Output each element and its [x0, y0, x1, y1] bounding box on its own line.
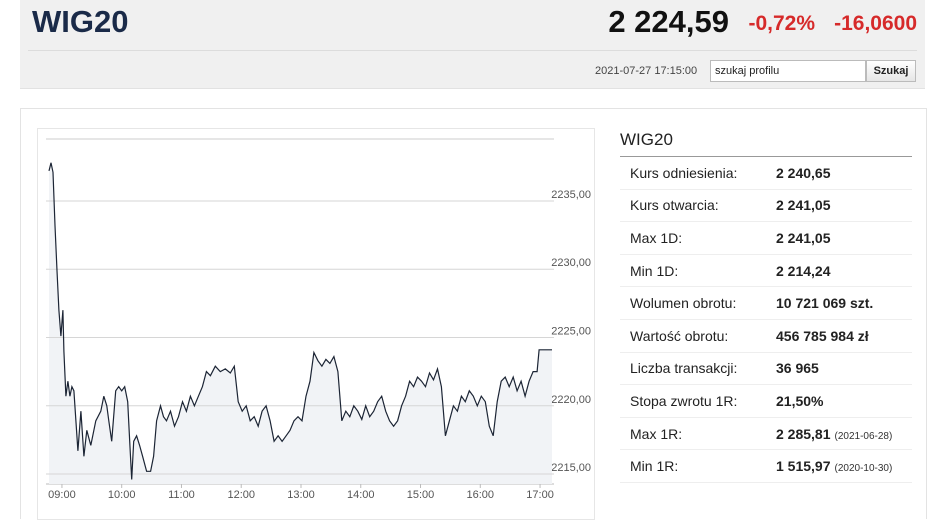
header-bar: WIG20 2 224,59 -0,72% -16,0600 2021-07-2… — [20, 0, 925, 89]
stats-table: WIG20 Kurs odniesienia: 2 240,65 Kurs otwa… — [620, 128, 912, 483]
stats-title: WIG20 — [620, 128, 912, 157]
separator — [28, 50, 917, 51]
stats-row: Kurs odniesienia: 2 240,65 — [620, 157, 912, 190]
stats-row: Max 1D: 2 241,05 — [620, 222, 912, 255]
stats-row: Min 1D: 2 214,24 — [620, 255, 912, 288]
stats-row: Wartość obrotu: 456 785 984 zł — [620, 320, 912, 353]
y-tick-label: 2215,00 — [551, 462, 591, 474]
x-tick-label: 11:00 — [168, 489, 195, 501]
index-title: WIG20 — [32, 4, 129, 39]
stats-row: Wolumen obrotu: 10 721 069 szt. — [620, 287, 912, 320]
stats-row: Kurs otwarcia: 2 241,05 — [620, 190, 912, 223]
stats-value: 2 241,05 — [776, 229, 831, 246]
stats-label: Max 1R: — [630, 425, 683, 442]
stats-label: Wartość obrotu: — [630, 327, 729, 344]
y-tick-label: 2230,00 — [551, 257, 591, 269]
stats-label: Min 1R: — [630, 458, 679, 475]
price: 2 224,59 — [608, 4, 729, 39]
price-line — [48, 162, 552, 480]
stats-value: 456 785 984 zł — [776, 327, 869, 344]
stats-value: 36 965 — [776, 360, 819, 377]
x-tick-label: 13:00 — [287, 489, 315, 501]
x-tick-label: 15:00 — [407, 489, 435, 501]
stats-label: Kurs odniesienia: — [630, 164, 738, 181]
stats-label: Max 1D: — [630, 229, 683, 246]
stats-label: Wolumen obrotu: — [630, 295, 737, 312]
y-tick-label: 2220,00 — [551, 394, 591, 406]
chart-box: 2215,00 2220,00 2225,00 2230,00 2235,00 09:00… — [37, 128, 595, 520]
change-percent: -0,72% — [748, 12, 815, 35]
stats-value: 2 285,81 (2021-06-28) — [776, 425, 893, 442]
chart: 2215,00 2220,00 2225,00 2230,00 2235,00 09:00… — [46, 138, 591, 501]
stats-label: Stopa zwrotu 1R: — [630, 392, 738, 409]
stats-row: Liczba transakcji: 36 965 — [620, 353, 912, 386]
search-button[interactable]: Szukaj — [866, 60, 916, 82]
x-tick-label: 12:00 — [227, 489, 255, 501]
stats-value: 1 515,97 (2020-10-30) — [776, 458, 893, 475]
stats-date: (2020-10-30) — [834, 463, 893, 475]
stats-value: 21,50% — [776, 392, 824, 409]
page: {"header": {"title": "WIG20", "price": "… — [20, 0, 927, 520]
x-tick-label: 14:00 — [347, 489, 375, 501]
area — [49, 162, 552, 485]
stats-label: Liczba transakcji: — [630, 360, 738, 377]
x-tick-label: 10:00 — [108, 489, 136, 501]
y-tick-label: 2225,00 — [551, 326, 591, 338]
y-tick-label: 2235,00 — [551, 189, 591, 201]
change-absolute: -16,0600 — [834, 12, 917, 35]
stats-row: Max 1R: 2 285,81 (2021-06-28) — [620, 418, 912, 451]
stats-value: 2 214,24 — [776, 262, 831, 279]
stats-row: Min 1R: 1 515,97 (2020-10-30) — [620, 450, 912, 483]
stats-value: 2 240,65 — [776, 164, 831, 181]
content-panel — [20, 108, 927, 519]
stats-value: 2 241,05 — [776, 197, 831, 214]
stats-value: 10 721 069 szt. — [776, 295, 874, 312]
timestamp: 2021-07-27 17:15:00 — [595, 65, 698, 77]
x-tick-label: 09:00 — [48, 489, 76, 501]
search-input[interactable]: szukaj profilu — [710, 60, 866, 82]
stats-label: Min 1D: — [630, 262, 679, 279]
x-tick-label: 16:00 — [467, 489, 495, 501]
stats-row: Stopa zwrotu 1R: 21,50% — [620, 385, 912, 418]
stats-label: Kurs otwarcia: — [630, 197, 719, 214]
x-tick-label: 17:00 — [526, 489, 554, 501]
stats-date: (2021-06-28) — [834, 430, 893, 442]
